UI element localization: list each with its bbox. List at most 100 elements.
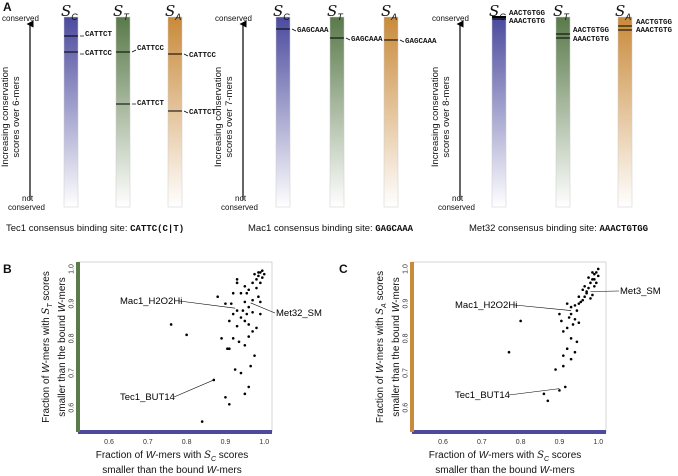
axis-bottom-not-2: not: [235, 194, 246, 203]
header-sub: A: [391, 12, 397, 22]
scatter-c-ylabel: Fraction of W-mers with SA scores smalle…: [375, 267, 403, 427]
data-point: [543, 393, 546, 396]
data-point: [587, 287, 590, 290]
data-point: [255, 287, 258, 290]
kmer-label: AACTGTGG: [636, 19, 672, 27]
xlabel-part: scores: [549, 450, 581, 461]
data-point: [263, 273, 266, 276]
data-point: [224, 302, 227, 305]
caption-mac1: Mac1 consensus binding site: GAGCAAA: [248, 223, 413, 234]
header-tec1-sa: SA: [165, 2, 181, 22]
header-sub: C: [499, 12, 506, 22]
data-point: [247, 386, 250, 389]
kmer-label: GAGCAAA: [351, 36, 383, 44]
data-point: [257, 271, 260, 274]
header-glyph: S: [381, 2, 391, 20]
axis-bottom-conserved-2: conserved: [221, 203, 258, 212]
data-point: [576, 340, 579, 343]
header-met32-st: ST: [553, 2, 569, 22]
kmer-label: AAACTGTG: [573, 36, 609, 44]
data-point: [244, 320, 247, 323]
plot-frame: [412, 262, 606, 432]
data-point: [247, 306, 250, 309]
data-point: [562, 354, 565, 357]
data-point: [519, 320, 522, 323]
data-point: [568, 316, 571, 319]
data-point: [245, 292, 248, 295]
data-point: [574, 318, 577, 321]
bar-sa-mac1: [384, 17, 398, 207]
data-point: [244, 285, 247, 288]
xlabel-part: W: [479, 450, 488, 461]
caption-prefix: Tec1 consensus binding site:: [6, 223, 130, 234]
bar-st-met32: [556, 17, 570, 207]
y-tick-label: 0.6: [69, 403, 76, 413]
data-point: [593, 278, 596, 281]
data-point: [247, 323, 250, 326]
caption-seq: AAACTGTGG: [599, 224, 648, 234]
axis-top-conserved-3: conserved: [432, 14, 469, 23]
data-point: [251, 299, 254, 302]
scatter-b-xlabel: Fraction of W-mers with SC scores smalle…: [72, 450, 272, 476]
kmer-label: CATTCT: [189, 109, 216, 117]
xlabel-part: -mers with: [155, 450, 204, 461]
data-point: [593, 273, 596, 276]
kmer-label: CATTCC: [137, 45, 164, 53]
data-point: [236, 309, 239, 312]
annotation-leader: [509, 389, 559, 395]
data-point: [593, 285, 596, 288]
y-tick-label: 0.9: [69, 299, 76, 309]
header-glyph: S: [113, 2, 123, 20]
data-point: [566, 327, 569, 330]
data-point: [220, 337, 223, 340]
xlabel-part: -mers: [549, 465, 575, 476]
data-point: [249, 365, 252, 368]
header-met32-sc: SC: [489, 2, 506, 22]
data-point: [578, 302, 581, 305]
data-point: [240, 292, 243, 295]
data-point: [244, 393, 247, 396]
axis-bottom-conserved-1: conserved: [8, 203, 45, 212]
scatter-c-xlabel: Fraction of W-mers with SC scores smalle…: [405, 450, 605, 476]
caption-prefix: Mac1 consensus binding site:: [248, 223, 375, 234]
y-tick-label: 0.7: [69, 368, 76, 378]
ylabel-line1: Fraction of W-mers with ST scores: [41, 267, 57, 427]
data-point: [566, 302, 569, 305]
kmer-label: AACTGTGG: [509, 10, 545, 18]
xlabel-line2: smaller than the bound W-mers: [405, 465, 605, 476]
header-sub: T: [123, 12, 129, 22]
y-tick-label: 0.8: [403, 333, 410, 343]
ylabel-part: -mers: [57, 277, 68, 303]
bar-st-tec1: [116, 17, 130, 207]
y-axis-bar: [76, 262, 80, 432]
data-point: [216, 295, 219, 298]
header-tec1-sc: SC: [61, 2, 78, 22]
ylabel-line2: smaller than the bound W-mers: [391, 267, 403, 427]
annotation-leader: [251, 303, 275, 313]
data-point: [170, 323, 173, 326]
annotation-label: Tec1_BUT14: [455, 390, 510, 401]
header-glyph: S: [615, 2, 625, 20]
group-met32: [460, 17, 632, 207]
ylabel-part: -mers with: [375, 315, 386, 364]
header-sub: T: [337, 12, 343, 22]
ylabel-part: S: [41, 308, 52, 315]
data-point: [576, 309, 579, 312]
axis-ylabel-7mers: Increasing conservation scores over 7-me…: [213, 52, 235, 182]
xlabel-part: W: [540, 465, 549, 476]
header-sub: T: [563, 12, 569, 22]
xlabel-part: scores: [216, 450, 248, 461]
data-point: [585, 290, 588, 293]
data-point: [566, 347, 569, 350]
data-point: [238, 340, 241, 343]
xlabel-part: -mers with: [488, 450, 537, 461]
data-point: [251, 282, 254, 285]
bar-sc-tec1: [64, 17, 78, 207]
ylabel-part: Fraction of: [41, 373, 52, 423]
xlabel-line2: smaller than the bound W-mers: [72, 465, 272, 476]
xlabel-line1: Fraction of W-mers with SC scores: [72, 450, 272, 465]
data-point: [232, 292, 235, 295]
xlabel-line1: Fraction of W-mers with SC scores: [405, 450, 605, 465]
data-point: [597, 268, 600, 271]
